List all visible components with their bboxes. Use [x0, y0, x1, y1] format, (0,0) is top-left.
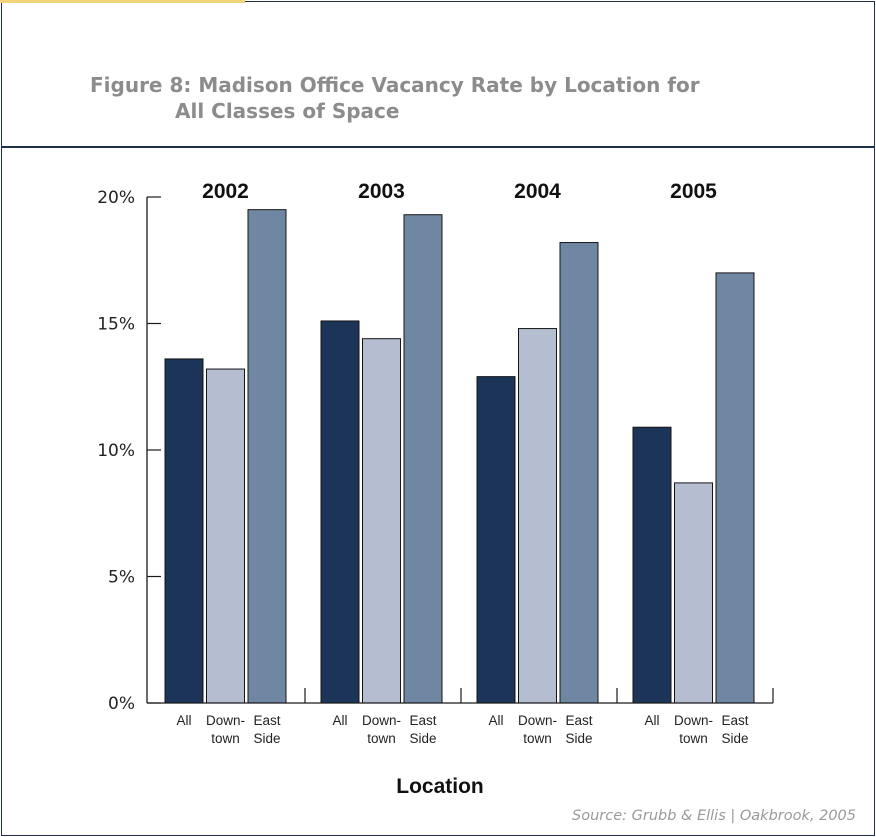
- bar-east-side-2002: [247, 209, 287, 704]
- bar-all-2005: [632, 426, 672, 704]
- y-tick-label: 0%: [108, 694, 135, 714]
- bar-east-side-2005: [715, 272, 755, 704]
- bar-label: Down-town: [518, 713, 557, 746]
- accent-strip: [0, 0, 245, 3]
- bar-all-2004: [476, 376, 516, 704]
- bar-label: Down-town: [674, 713, 713, 746]
- bar-label-line: Side: [253, 731, 280, 746]
- bar-label-line: Down-: [518, 713, 557, 728]
- group-label: 2005: [670, 180, 717, 203]
- bar-label: Down-town: [362, 713, 401, 746]
- bar-label-line: town: [211, 731, 240, 746]
- group-label: 2004: [514, 180, 561, 203]
- x-axis-title: Location: [396, 775, 484, 798]
- bar-east-side-2003: [403, 214, 443, 704]
- bar-label-line: town: [679, 731, 708, 746]
- title-line: Figure 8: Madison Office Vacancy Rate by…: [90, 73, 700, 97]
- bar-label: Down-town: [206, 713, 245, 746]
- bar-label-line: Down-: [674, 713, 713, 728]
- bar-label-line: town: [367, 731, 396, 746]
- bar-all-2002: [164, 358, 204, 704]
- bar-label: East Side: [565, 713, 592, 746]
- bar-label-line: Side: [565, 731, 592, 746]
- bar-down-town-2004: [518, 328, 557, 704]
- bar-label-line: All: [644, 713, 659, 728]
- bar-label-line: All: [332, 713, 347, 728]
- bar-label: East Side: [721, 713, 748, 746]
- y-tick-label: 20%: [97, 188, 135, 208]
- bar-down-town-2005: [674, 482, 713, 704]
- group-label: 2002: [202, 180, 249, 203]
- bar-label: East Side: [409, 713, 436, 746]
- header-divider: [1, 146, 875, 148]
- bar-label-line: Down-: [362, 713, 401, 728]
- bar-down-town-2002: [206, 368, 245, 704]
- bar-label-line: Side: [721, 731, 748, 746]
- bar-label-line: East: [565, 713, 592, 728]
- bar-label-line: All: [488, 713, 503, 728]
- bar-label-line: East: [721, 713, 748, 728]
- bar-label-line: All: [176, 713, 191, 728]
- bar-all-2003: [320, 320, 360, 704]
- bar-label-line: town: [523, 731, 552, 746]
- group-label: 2003: [358, 180, 405, 203]
- bar-label: All: [176, 713, 191, 728]
- bar-east-side-2004: [559, 242, 599, 704]
- title-line: All Classes of Space: [175, 99, 400, 123]
- bar-label-line: Down-: [206, 713, 245, 728]
- y-tick-label: 15%: [97, 315, 135, 335]
- bar-label: All: [332, 713, 347, 728]
- bar-label: All: [644, 713, 659, 728]
- bar-label: All: [488, 713, 503, 728]
- y-tick-label: 5%: [108, 568, 135, 588]
- bar-label-line: Side: [409, 731, 436, 746]
- bar-label-line: East: [409, 713, 436, 728]
- y-tick-label: 10%: [97, 441, 135, 461]
- source-note: Source: Grubb & Ellis | Oakbrook, 2005: [572, 808, 856, 824]
- bar-label-line: East: [253, 713, 280, 728]
- bar-down-town-2003: [362, 338, 401, 704]
- bar-label: East Side: [253, 713, 280, 746]
